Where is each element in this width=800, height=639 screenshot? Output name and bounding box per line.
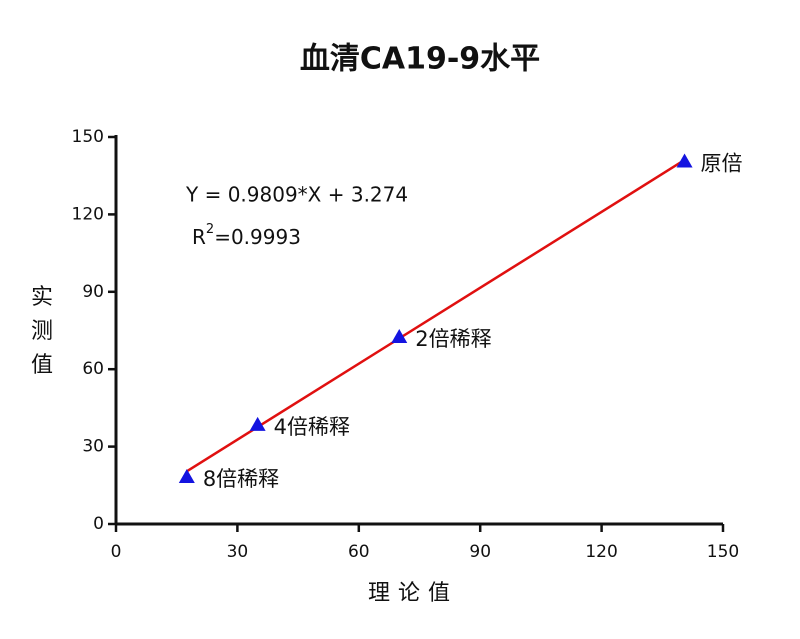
y-tick-label: 30	[82, 437, 104, 457]
point	[676, 153, 693, 168]
y-tick-label: 120	[72, 204, 104, 224]
point	[249, 416, 266, 431]
x-tick-label: 90	[469, 542, 491, 562]
y-tick-label: 0	[93, 514, 104, 534]
point	[391, 328, 408, 343]
chart-title: 血清CA19-9水平	[300, 42, 540, 77]
point	[178, 469, 195, 484]
x-tick-label: 30	[227, 542, 249, 562]
x-tick-label: 150	[707, 542, 739, 562]
point-label: 原倍	[701, 152, 743, 176]
r-rest: =0.9993	[214, 225, 301, 249]
point-label: 4倍稀释	[274, 415, 350, 439]
y-tick-label: 90	[82, 282, 104, 302]
x-tick-label: 60	[348, 542, 370, 562]
equation: Y = 0.9809*X + 3.274	[185, 183, 408, 207]
point-label: 2倍稀释	[415, 327, 491, 351]
r-squared: R2=0.9993	[192, 222, 301, 249]
y-axis-label: 实测值	[31, 285, 53, 378]
y-tick-label: 150	[72, 127, 104, 147]
x-tick-label: 120	[585, 542, 617, 562]
r-base: R	[192, 225, 206, 249]
fit-line	[186, 158, 686, 473]
x-tick-label: 0	[111, 542, 122, 562]
point-label: 8倍稀释	[203, 467, 279, 491]
y-tick-label: 60	[82, 359, 104, 379]
r-sup: 2	[206, 222, 214, 237]
x-axis-label: 理论值	[368, 581, 458, 606]
